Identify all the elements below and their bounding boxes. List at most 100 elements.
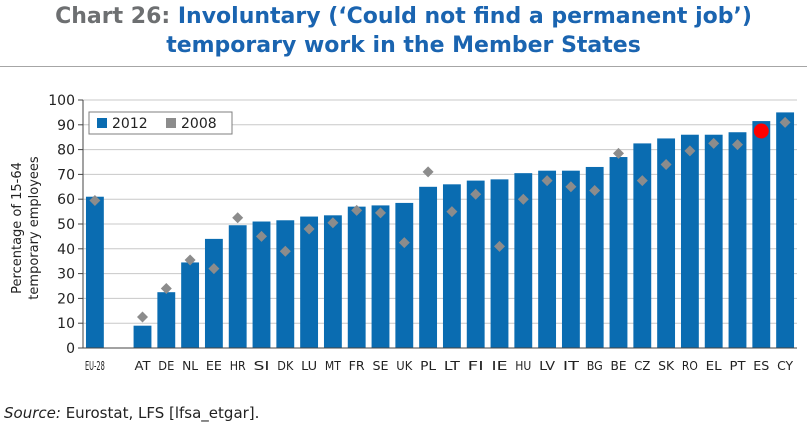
y-tick-label: 100 xyxy=(48,93,75,109)
bar-2012 xyxy=(609,157,628,348)
marker-2008 xyxy=(89,194,101,206)
marker-2008 xyxy=(446,206,458,218)
bar-2012 xyxy=(133,325,152,348)
y-tick-label: 50 xyxy=(57,217,75,233)
marker-2008 xyxy=(636,175,648,187)
x-tick-label: SK xyxy=(658,359,675,373)
marker-2008 xyxy=(160,282,172,294)
x-tick-label: IT xyxy=(563,359,580,373)
marker-2008 xyxy=(208,263,220,275)
chart-number: Chart 26: xyxy=(55,4,171,29)
y-tick-labels: 0 10 20 30 40 50 60 70 80 90 100 xyxy=(48,93,75,357)
chart-title-line-2: temporary work in the Member States xyxy=(166,33,641,58)
y-tick-label: 10 xyxy=(57,316,75,332)
bar-2012 xyxy=(490,179,509,348)
x-tick-label: EE xyxy=(206,359,222,373)
bar-2012 xyxy=(561,170,580,348)
x-tick-label: AT xyxy=(135,359,152,373)
axes xyxy=(82,100,797,349)
bar-2012 xyxy=(419,186,438,348)
x-tick-label: UK xyxy=(396,359,413,373)
x-tick-label: NL xyxy=(182,359,198,373)
legend-swatch-2012 xyxy=(97,118,107,128)
bar-2012 xyxy=(300,216,319,348)
x-tick-label: HU xyxy=(515,359,531,373)
bar-2012 xyxy=(633,143,652,348)
x-tick-label: LT xyxy=(444,359,461,373)
bar-2012 xyxy=(752,121,771,348)
y-tick-label: 20 xyxy=(57,291,75,307)
bar-2012 xyxy=(704,134,723,348)
chart-title-text: Involuntary (‘Could not find a permanent… xyxy=(177,4,752,29)
x-tick-label: CY xyxy=(777,359,794,373)
x-tick-label: MT xyxy=(325,359,342,373)
x-tick-label: ES xyxy=(753,359,769,373)
x-tick-labels: EU-28 AT DE NL EE HR SI DK LU MT FR SE UK PL LT FI IE HU L… xyxy=(85,359,794,373)
legend-box xyxy=(88,111,233,135)
marker-2008 xyxy=(732,139,743,151)
marker-2008 xyxy=(137,311,148,323)
highlight-marker-es xyxy=(753,123,769,139)
marker-2008 xyxy=(708,137,720,149)
legend: 2012 2008 xyxy=(88,111,233,135)
marker-2008 xyxy=(184,254,196,266)
bar-2012 xyxy=(728,132,747,348)
chart-title-line-1: Chart 26: Involuntary (‘Could not find a… xyxy=(0,2,807,31)
marker-2008 xyxy=(684,145,696,157)
bar-2012 xyxy=(276,220,295,348)
chart-title: Chart 26: Involuntary (‘Could not find a… xyxy=(0,2,807,60)
y-tick-label: 70 xyxy=(57,167,75,183)
x-tick-label: LV xyxy=(539,359,556,373)
bar-2012 xyxy=(157,292,176,348)
marker-2008 xyxy=(256,230,267,242)
y-axis-label-line-1: Percentage of 15-64 xyxy=(10,162,25,294)
marker-2008 xyxy=(517,193,529,205)
marker-2008 xyxy=(375,207,386,219)
bar-2012 xyxy=(442,184,461,348)
bar-2012 xyxy=(371,205,390,348)
x-tick-label: BG xyxy=(587,359,603,373)
x-tick-label: HR xyxy=(230,359,246,373)
bar-2012 xyxy=(85,196,104,348)
title-divider xyxy=(0,66,807,67)
bar-2012 xyxy=(680,134,699,348)
marker-2008 xyxy=(470,188,482,200)
x-tick-label: LU xyxy=(301,359,317,373)
bar-2012 xyxy=(252,221,271,348)
x-tick-label: IE xyxy=(492,359,508,373)
x-tick-label: FR xyxy=(349,359,365,373)
bar-2012 xyxy=(514,173,533,348)
bars-2012 xyxy=(85,112,795,349)
x-tick-label: PL xyxy=(420,359,436,373)
marker-2008 xyxy=(279,245,291,257)
y-tick-label: 60 xyxy=(57,192,75,208)
bar-2012 xyxy=(585,166,604,348)
source-note: Source: Eurostat, LFS [lfsa_etgar]. xyxy=(4,404,259,422)
y-tick-label: 80 xyxy=(57,143,75,159)
marker-2008 xyxy=(565,181,577,193)
source-label: Source: xyxy=(4,404,61,422)
y-tick-label: 0 xyxy=(66,341,75,357)
bar-2012 xyxy=(466,180,485,348)
marker-2008 xyxy=(613,147,624,159)
x-tick-label: PT xyxy=(730,359,747,373)
marker-2008 xyxy=(303,223,315,235)
marker-2008 xyxy=(589,185,601,197)
bar-2012 xyxy=(538,170,557,348)
y-tick-label: 90 xyxy=(57,118,75,134)
y-axis-label-line-2: temporary employees xyxy=(27,156,42,300)
y-tick-label: 30 xyxy=(57,267,75,283)
x-tick-label: FI xyxy=(468,359,484,373)
bar-2012 xyxy=(204,238,223,348)
legend-swatch-2008 xyxy=(166,118,176,128)
x-tick-label: DK xyxy=(277,359,294,373)
bar-2012 xyxy=(181,262,200,348)
marker-2008 xyxy=(327,217,339,229)
marker-2008 xyxy=(541,175,553,187)
marker-2008 xyxy=(779,116,791,128)
y-tick-label: 40 xyxy=(57,242,75,258)
bar-2012 xyxy=(323,215,342,348)
marker-2008 xyxy=(232,212,244,224)
bar-2012 xyxy=(395,202,414,348)
